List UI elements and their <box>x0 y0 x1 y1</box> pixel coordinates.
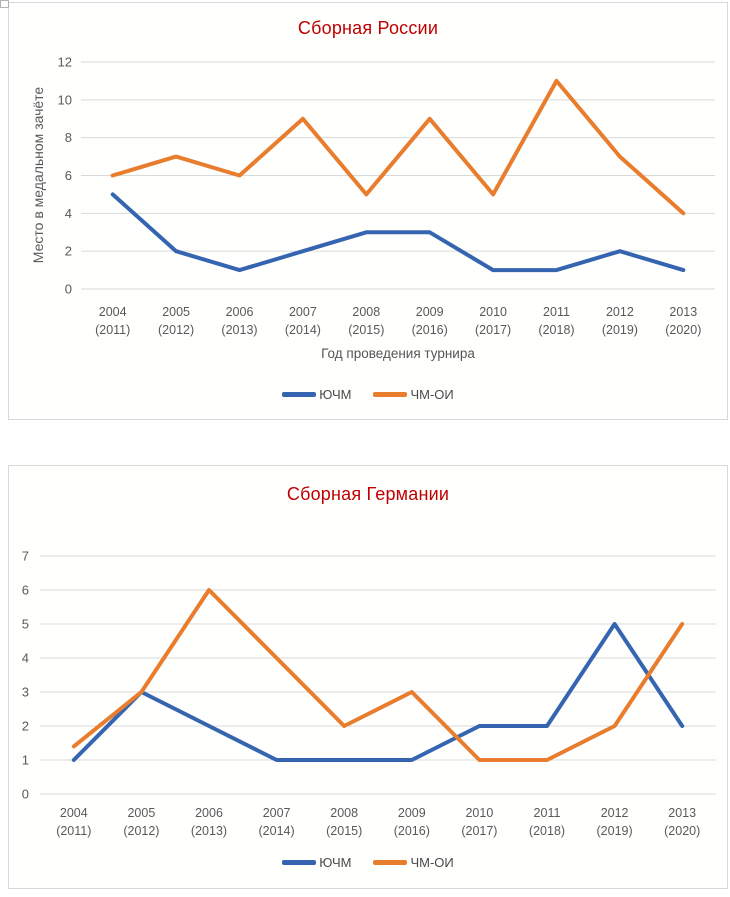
x-category-label: 2004 <box>60 806 88 820</box>
x-category-sublabel: (2018) <box>529 824 565 838</box>
series-line-ЮЧМ <box>110 192 686 273</box>
y-tick-label: 5 <box>22 617 29 632</box>
x-category-label: 2008 <box>330 806 358 820</box>
x-category-label: 2007 <box>289 305 317 319</box>
y-tick-label: 2 <box>65 244 72 259</box>
chm-oi-legend-label: ЧМ-ОИ <box>410 387 454 402</box>
y-tick-label: 0 <box>65 282 72 297</box>
x-category-sublabel: (2019) <box>597 824 633 838</box>
y-tick-label: 6 <box>22 583 29 598</box>
x-category-label: 2012 <box>601 806 629 820</box>
y-tick-label: 4 <box>22 651 29 666</box>
y-tick-label: 0 <box>22 787 29 802</box>
x-category-sublabel: (2015) <box>348 323 384 337</box>
x-category-sublabel: (2016) <box>412 323 448 337</box>
x-category-sublabel: (2012) <box>158 323 194 337</box>
x-category-sublabel: (2018) <box>538 323 574 337</box>
x-category-label: 2005 <box>127 806 155 820</box>
chart-russia[interactable]: 0 2 4 6 8 10 12 2004 (2011) 2005 (2012) 2006 (2013) 2… <box>8 2 728 420</box>
russia-legend: ЮЧМ ЧМ-ОИ <box>9 387 727 402</box>
russia-y-axis-title: Место в медальном зачёте <box>30 86 46 264</box>
y-tick-label: 2 <box>22 719 29 734</box>
yuchm-legend-label: ЮЧМ <box>319 855 352 870</box>
y-tick-label: 10 <box>58 92 72 107</box>
x-category-label: 2006 <box>226 305 254 319</box>
x-category-sublabel: (2019) <box>602 323 638 337</box>
legend-item-yuchm: ЮЧМ <box>282 387 351 402</box>
x-category-sublabel: (2013) <box>191 824 227 838</box>
x-category-label: 2004 <box>99 305 127 319</box>
x-category-sublabel: (2013) <box>221 323 257 337</box>
germany-chart-title: Сборная Германии <box>286 484 450 504</box>
y-tick-label: 12 <box>58 55 72 70</box>
x-category-sublabel: (2020) <box>665 323 701 337</box>
y-tick-label: 6 <box>65 168 72 183</box>
chm-oi-line-swatch <box>373 860 408 865</box>
x-category-sublabel: (2014) <box>285 323 321 337</box>
x-category-label: 2012 <box>606 305 634 319</box>
x-category-sublabel: (2017) <box>461 824 497 838</box>
yuchm-legend-label: ЮЧМ <box>319 387 352 402</box>
legend-item-yuchm: ЮЧМ <box>282 855 351 870</box>
x-category-label: 2009 <box>416 305 444 319</box>
yuchm-line-swatch <box>282 392 317 397</box>
yuchm-line-swatch <box>282 860 317 865</box>
x-category-sublabel: (2020) <box>664 824 700 838</box>
x-category-sublabel: (2015) <box>326 824 362 838</box>
x-category-label: 2006 <box>195 806 223 820</box>
x-category-label: 2005 <box>162 305 190 319</box>
x-category-sublabel: (2011) <box>56 824 91 838</box>
x-category-label: 2011 <box>534 806 561 820</box>
selection-handle[interactable] <box>0 0 9 8</box>
x-category-label: 2007 <box>263 806 291 820</box>
x-category-sublabel: (2016) <box>394 824 430 838</box>
y-tick-label: 1 <box>22 753 29 768</box>
x-category-sublabel: (2014) <box>259 824 295 838</box>
x-category-label: 2010 <box>465 806 493 820</box>
russia-x-axis-title: Год проведения турнира <box>321 346 475 361</box>
series-line-ЧМ-ОИ <box>71 588 685 762</box>
series-line-ЧМ-ОИ <box>110 78 686 216</box>
germany-legend: ЮЧМ ЧМ-ОИ <box>9 855 727 870</box>
x-category-label: 2008 <box>352 305 380 319</box>
x-category-label: 2013 <box>668 806 696 820</box>
x-category-sublabel: (2011) <box>95 323 130 337</box>
germany-plot-area: 0 1 2 3 4 5 6 7 2004 (2011) 2005 (2012) 2006 (2013) 20… <box>22 549 716 838</box>
legend-item-chm-oi: ЧМ-ОИ <box>373 855 454 870</box>
y-tick-label: 8 <box>65 130 72 145</box>
x-category-label: 2013 <box>669 305 697 319</box>
y-tick-label: 7 <box>22 549 29 564</box>
x-category-label: 2009 <box>398 806 426 820</box>
x-category-label: 2011 <box>543 305 570 319</box>
x-category-sublabel: (2012) <box>123 824 159 838</box>
y-tick-label: 4 <box>65 206 72 221</box>
legend-item-chm-oi: ЧМ-ОИ <box>373 387 454 402</box>
chart-germany[interactable]: 0 1 2 3 4 5 6 7 2004 (2011) 2005 (2012) 2006 (2013) 20… <box>8 465 728 889</box>
chm-oi-legend-label: ЧМ-ОИ <box>410 855 454 870</box>
chm-oi-line-swatch <box>373 392 408 397</box>
x-category-sublabel: (2017) <box>475 323 511 337</box>
russia-chart-title: Сборная России <box>297 18 439 38</box>
y-tick-label: 3 <box>22 685 29 700</box>
x-category-label: 2010 <box>479 305 507 319</box>
series-line-ЮЧМ <box>71 622 685 762</box>
russia-plot-area: 0 2 4 6 8 10 12 2004 (2011) 2005 (2012) 2006 (2013) 2… <box>58 55 715 337</box>
